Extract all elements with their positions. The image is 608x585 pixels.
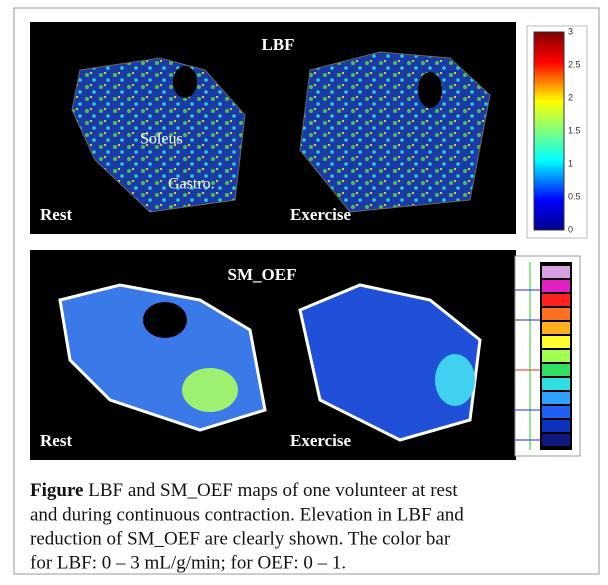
label: Exercise: [290, 431, 352, 450]
colorbar: [534, 32, 564, 230]
colorbar-tick: 1: [568, 158, 573, 168]
panel-title: SM_OEF: [228, 265, 297, 284]
oef-colorbar: [515, 256, 580, 456]
bone: [418, 72, 442, 108]
label: Rest: [40, 431, 72, 450]
bone: [173, 66, 197, 98]
caption-label: Figure: [30, 480, 83, 501]
label: Soleus: [140, 131, 183, 148]
caption-line: Figure LBF and SM_OEF maps of one volunt…: [30, 480, 458, 501]
colorbar-tick: 0: [568, 224, 573, 234]
caption-line: reduction of SM_OEF are clearly shown. T…: [30, 528, 451, 549]
figure: LBF Soleus Gastro. Rest Exercise 3 2.5 2…: [0, 0, 608, 580]
colorbar-tick: 3: [568, 26, 573, 36]
label: Exercise: [290, 205, 352, 224]
label: Rest: [40, 205, 72, 224]
caption-line: for LBF: 0 – 3 mL/g/min; for OEF: 0 – 1.: [30, 552, 346, 573]
panel-title: LBF: [261, 35, 294, 54]
colorbar-tick: 2.5: [568, 59, 581, 69]
caption-text: LBF and SM_OEF maps of one volunteer at …: [88, 480, 458, 501]
colorbar-tick: 1.5: [568, 125, 581, 135]
patch: [182, 368, 238, 412]
colorbar-tick: 2: [568, 92, 573, 102]
patch: [143, 302, 187, 338]
patch: [435, 354, 475, 406]
caption-line: and during continuous contraction. Eleva…: [30, 504, 464, 525]
label: Gastro.: [168, 176, 215, 193]
colorbar-tick: 0.5: [568, 191, 581, 201]
